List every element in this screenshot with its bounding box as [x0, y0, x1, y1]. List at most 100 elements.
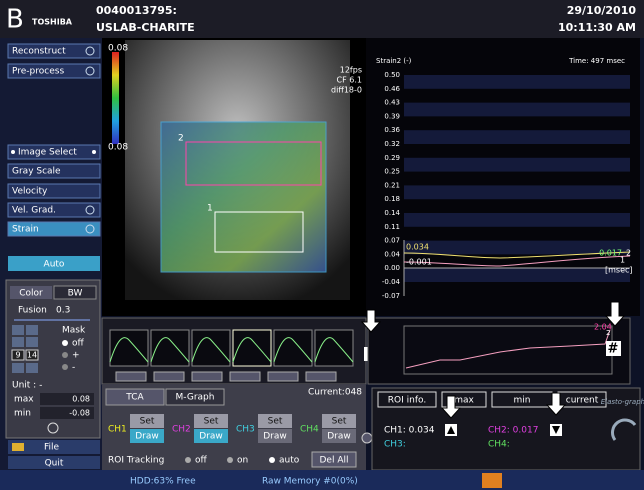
menu-button[interactable]	[7, 202, 101, 218]
menu-button[interactable]	[7, 221, 101, 237]
menu-label: Velocity	[12, 187, 48, 197]
menu-button[interactable]	[7, 183, 101, 199]
y-tick-label: 0.07	[384, 237, 400, 245]
tab[interactable]	[105, 388, 165, 406]
bullet	[11, 150, 15, 154]
next-button[interactable]	[361, 432, 373, 444]
mask-option: +	[72, 351, 80, 361]
thumbnail[interactable]	[191, 329, 231, 367]
down-btn[interactable]	[26, 363, 38, 373]
icon-btn[interactable]	[12, 337, 24, 347]
roi-tracking-label: ROI Tracking	[108, 456, 164, 466]
menu-label: Gray Scale	[12, 167, 61, 177]
ch1-start: 0.034	[406, 243, 429, 252]
draw-button[interactable]	[258, 429, 292, 443]
thumbnail-wave	[191, 337, 231, 363]
fusion-label: Fusion	[18, 306, 47, 316]
roi-2[interactable]	[185, 141, 322, 186]
mini-curve	[405, 329, 611, 369]
file-button[interactable]	[8, 440, 100, 454]
playback-button[interactable]	[153, 371, 185, 382]
radio[interactable]	[62, 352, 68, 358]
radio[interactable]	[62, 364, 68, 370]
graph-band	[404, 240, 630, 255]
down-btn[interactable]	[12, 363, 24, 373]
graph-bands	[404, 75, 630, 282]
y-tick-label: 0.04	[384, 250, 400, 258]
thumbnail[interactable]	[109, 329, 149, 367]
thumbnail[interactable]	[232, 329, 272, 367]
mask-option: -	[72, 363, 75, 373]
min-field[interactable]	[40, 407, 94, 419]
graph-band	[404, 268, 630, 282]
menu-label: Pre-process	[12, 67, 64, 77]
graph-band	[404, 102, 630, 117]
quit-label: Quit	[45, 459, 64, 469]
tracking-option: off	[195, 456, 208, 466]
menu-button[interactable]	[7, 144, 101, 160]
color-tab[interactable]	[10, 286, 52, 299]
playback-button[interactable]	[229, 371, 261, 382]
info-tab[interactable]	[377, 391, 437, 408]
set-button[interactable]	[258, 414, 292, 428]
bullet	[92, 150, 96, 154]
playback-button[interactable]	[191, 371, 223, 382]
draw-button[interactable]	[194, 429, 228, 443]
y-tick-label: 0.29	[384, 154, 400, 162]
ch1-end: 0.017	[599, 249, 622, 258]
roi-1[interactable]	[214, 211, 304, 253]
channel-name: CH3	[236, 425, 255, 435]
menu-button[interactable]	[7, 63, 101, 79]
radio[interactable]	[227, 457, 233, 463]
tab-label: M-Graph	[176, 393, 215, 403]
set-button[interactable]	[130, 414, 164, 428]
radio[interactable]	[269, 457, 275, 463]
thumbnail[interactable]	[314, 329, 354, 367]
quit-button[interactable]	[8, 456, 100, 469]
set-button[interactable]	[194, 414, 228, 428]
icon-btn[interactable]	[26, 337, 38, 347]
fusion-value: 0.3	[56, 306, 70, 316]
max-field[interactable]	[40, 393, 94, 405]
menu-label: Vel. Grad.	[12, 206, 56, 216]
status-icon	[482, 473, 502, 488]
set-label: Set	[140, 417, 155, 427]
frame-box	[25, 349, 39, 361]
brand: TOSHIBA	[32, 18, 73, 27]
roi-label: 1	[207, 204, 213, 214]
up-btn[interactable]	[26, 325, 38, 335]
set-button[interactable]	[322, 414, 356, 428]
draw-button[interactable]	[322, 429, 356, 443]
thumbnail[interactable]	[273, 329, 313, 367]
auto-button[interactable]	[8, 256, 100, 271]
collapse-icon[interactable]	[47, 422, 59, 434]
del-all-button[interactable]	[311, 451, 357, 468]
up-btn[interactable]	[12, 325, 24, 335]
menu-arrow	[85, 66, 95, 76]
thumbnail[interactable]	[150, 329, 190, 367]
y-tick-label: 0.39	[384, 112, 400, 120]
channel-name: CH2	[172, 425, 191, 435]
menu-button[interactable]	[7, 43, 101, 59]
bw-tab[interactable]	[53, 285, 97, 300]
thumbnail-wave	[150, 337, 190, 363]
playback-button[interactable]	[115, 371, 147, 382]
playback-button[interactable]	[267, 371, 299, 382]
menu-button[interactable]	[7, 163, 101, 179]
y-tick-label: 0.14	[384, 209, 400, 217]
thumbnails	[109, 329, 354, 382]
radio[interactable]	[62, 340, 68, 346]
frame-end: 14	[27, 351, 37, 360]
bw-tab-label: BW	[68, 289, 83, 299]
tab[interactable]	[165, 388, 225, 406]
frame-start: 9	[15, 351, 20, 360]
x-unit: [msec]	[605, 266, 633, 275]
y-tick-label: 0.43	[384, 99, 400, 107]
y-tick-label: -0.07	[382, 292, 400, 300]
menu-label: Strain	[12, 225, 39, 235]
info-tab-label: max	[454, 396, 474, 406]
radio[interactable]	[185, 457, 191, 463]
max-label: max	[14, 395, 34, 405]
draw-button[interactable]	[130, 429, 164, 443]
playback-button[interactable]	[305, 371, 337, 382]
